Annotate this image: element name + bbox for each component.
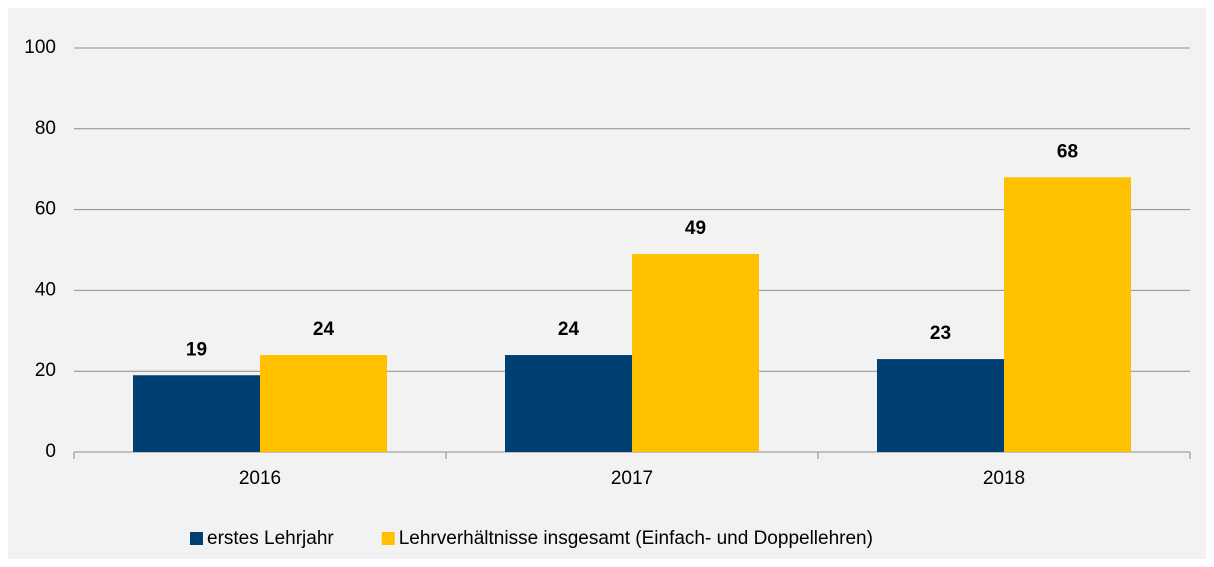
- value-label: 19: [186, 339, 207, 360]
- legend-swatch: [190, 532, 203, 545]
- bar: [260, 355, 387, 452]
- bar: [632, 254, 759, 452]
- bar: [877, 359, 1004, 452]
- y-tick-label: 60: [35, 199, 56, 220]
- y-tick-label: 80: [35, 118, 56, 139]
- value-label: 24: [558, 319, 580, 340]
- value-label: 23: [930, 323, 951, 344]
- bar: [133, 375, 260, 452]
- x-tick-label: 2017: [611, 468, 653, 489]
- y-tick-label: 40: [35, 279, 56, 300]
- legend-label: Lehrverhältnisse insgesamt (Einfach- und…: [399, 528, 873, 549]
- value-label: 49: [685, 218, 706, 239]
- bar: [1004, 177, 1131, 452]
- value-label: 24: [313, 319, 335, 340]
- bar: [505, 355, 632, 452]
- x-tick-label: 2018: [983, 468, 1025, 489]
- y-tick-label: 0: [45, 441, 56, 462]
- legend-swatch: [381, 532, 395, 545]
- legend-label: erstes Lehrjahr: [207, 528, 334, 549]
- x-tick-label: 2016: [239, 468, 281, 489]
- y-tick-label: 100: [24, 37, 56, 58]
- y-tick-label: 20: [35, 360, 56, 381]
- value-label: 68: [1057, 141, 1078, 162]
